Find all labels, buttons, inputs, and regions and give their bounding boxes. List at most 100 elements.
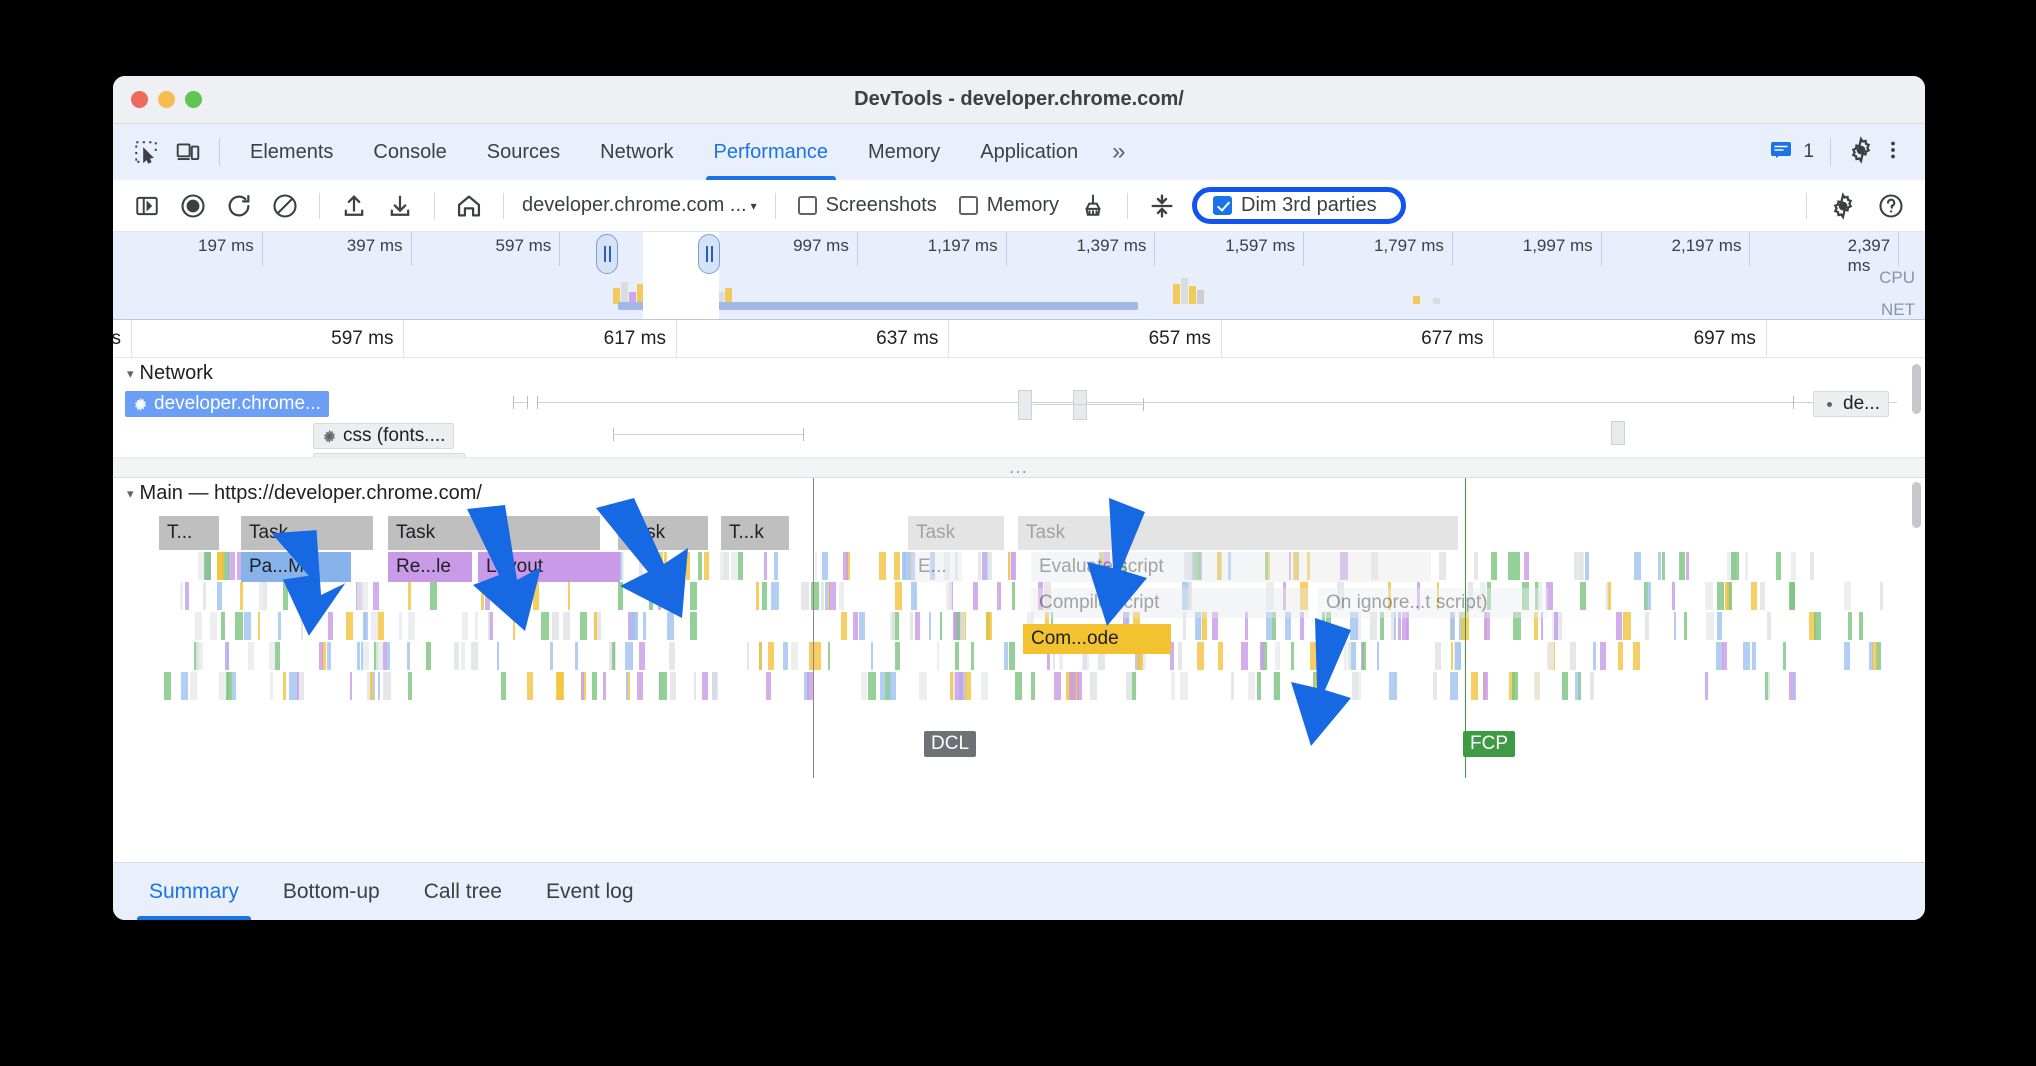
flame-task-bar[interactable]: T...k	[721, 516, 789, 550]
help-icon[interactable]	[1869, 188, 1913, 224]
flame-event-bar[interactable]: E...	[910, 552, 962, 582]
timeline-overview[interactable]: 197 ms397 ms597 ms797 ms997 ms1,197 ms1,…	[113, 232, 1925, 320]
flame-micro-bar	[488, 612, 491, 640]
ruler-gridline	[1493, 320, 1494, 357]
flame-task-bar[interactable]: T...	[159, 516, 219, 550]
flame-event-bar[interactable]: Compile script	[1031, 588, 1309, 618]
flame-task-bar[interactable]: Task	[388, 516, 600, 550]
flame-micro-bar	[1859, 612, 1863, 640]
flame-micro-bar	[879, 552, 886, 580]
tab-application[interactable]: Application	[960, 124, 1098, 180]
flame-micro-bar	[981, 672, 988, 700]
main-track[interactable]: ▾ Main — https://developer.chrome.com/ T…	[113, 478, 1925, 778]
flame-micro-bar	[1706, 612, 1714, 640]
chevron-down-icon[interactable]: ▾	[127, 486, 134, 502]
network-request-row[interactable]: css (fonts....	[313, 422, 454, 450]
timing-marker[interactable]: FCP	[1463, 731, 1515, 757]
overview-tick-label: 2,197 ms	[1672, 236, 1750, 256]
inspect-icon[interactable]	[125, 135, 167, 169]
flame-micro-bar	[1574, 552, 1580, 580]
network-track-title[interactable]: ▾ Network	[113, 358, 1925, 385]
record-button[interactable]	[171, 188, 215, 224]
home-icon[interactable]	[447, 188, 491, 224]
tab-performance[interactable]: Performance	[694, 124, 849, 180]
main-track-title[interactable]: ▾ Main — https://developer.chrome.com/	[113, 478, 1925, 505]
gear-icon[interactable]	[1847, 136, 1875, 169]
upload-profile-icon[interactable]	[332, 188, 376, 224]
network-request-chip[interactable]: developer.chrome...	[125, 391, 329, 417]
timing-marker[interactable]: DCL	[924, 731, 976, 757]
network-request-chip[interactable]: css (fonts....	[313, 423, 454, 449]
url-selector[interactable]: developer.chrome.com ... ▾	[516, 194, 763, 217]
window-controls[interactable]	[131, 91, 202, 108]
flame-event-bar[interactable]: Layout	[478, 552, 620, 582]
download-profile-icon[interactable]	[378, 188, 422, 224]
flame-micro-bar	[724, 552, 729, 580]
flame-micro-bar	[960, 612, 965, 640]
network-request-row[interactable]: developer.chrome...	[125, 390, 329, 418]
network-request-chip[interactable]: css2 (fonts....	[313, 453, 465, 458]
flame-event-bar[interactable]: Re...le	[388, 552, 472, 582]
flame-micro-bar	[371, 612, 378, 640]
flame-micro-bar	[1077, 672, 1082, 700]
chevron-down-icon[interactable]: ▾	[127, 366, 134, 382]
dim-3rd-parties-checkbox[interactable]: Dim 3rd parties	[1203, 194, 1387, 217]
flame-micro-bar	[1633, 642, 1641, 670]
network-scrollbar[interactable]	[1912, 364, 1921, 414]
flame-task-bar[interactable]: Task	[241, 516, 373, 550]
tab-bottom-up[interactable]: Bottom-up	[261, 863, 402, 920]
flame-chart[interactable]: T... Task Task Task T...k Task Task Pa...ML Re..…	[113, 516, 1925, 778]
main-scrollbar[interactable]	[1912, 482, 1921, 528]
flame-micro-bar	[868, 672, 876, 700]
maximize-window-button[interactable]	[185, 91, 202, 108]
flame-micro-bar	[756, 582, 759, 610]
flame-task-bar[interactable]: Task	[618, 516, 708, 550]
kebab-menu-icon[interactable]	[1881, 136, 1905, 169]
minimize-window-button[interactable]	[158, 91, 175, 108]
flame-micro-bar	[1814, 612, 1821, 640]
tab-network[interactable]: Network	[580, 124, 693, 180]
overview-window-left-handle[interactable]	[596, 234, 618, 274]
flame-micro-bar	[1218, 642, 1223, 670]
more-tabs-icon[interactable]: »	[1098, 138, 1139, 166]
memory-checkbox-box[interactable]	[959, 196, 978, 215]
message-icon[interactable]	[1769, 138, 1793, 167]
flame-event-bar[interactable]: Com...ode	[1023, 624, 1171, 654]
garbage-collect-icon[interactable]	[1071, 188, 1115, 224]
screenshots-checkbox-box[interactable]	[798, 196, 817, 215]
capture-settings-gear-icon[interactable]	[1821, 188, 1865, 224]
device-toolbar-icon[interactable]	[167, 135, 209, 169]
network-request-row[interactable]: de...	[1813, 390, 1889, 418]
memory-checkbox[interactable]: Memory	[949, 194, 1069, 217]
flame-micro-bar	[219, 672, 226, 700]
flame-micro-bar	[164, 672, 171, 700]
screenshots-checkbox[interactable]: Screenshots	[788, 194, 947, 217]
network-request-chip[interactable]: de...	[1813, 391, 1889, 417]
tab-summary[interactable]: Summary	[127, 863, 261, 920]
flame-task-bar[interactable]: Task	[908, 516, 1004, 550]
tab-console[interactable]: Console	[353, 124, 466, 180]
flame-event-bar[interactable]: Evaluate script	[1031, 552, 1431, 582]
overview-window-right-handle[interactable]	[698, 234, 720, 274]
flame-micro-bar	[814, 642, 821, 670]
flame-micro-bar	[659, 672, 667, 700]
flame-event-bar[interactable]: On ignore...t script)	[1318, 588, 1548, 618]
tab-event-log[interactable]: Event log	[524, 863, 656, 920]
overview-tick-label: 1,197 ms	[928, 236, 1006, 256]
tab-memory[interactable]: Memory	[848, 124, 960, 180]
dim-3rd-parties-checkbox-box[interactable]	[1213, 196, 1232, 215]
close-window-button[interactable]	[131, 91, 148, 108]
flame-micro-bar	[1132, 672, 1136, 700]
flame-micro-bar	[1618, 642, 1623, 670]
flame-event-bar[interactable]: Pa...ML	[241, 552, 351, 582]
pane-splitter[interactable]: …	[113, 458, 1925, 478]
network-request-row[interactable]: css2 (fonts....	[313, 452, 465, 458]
tab-elements[interactable]: Elements	[230, 124, 353, 180]
collapse-icon[interactable]	[1140, 188, 1184, 224]
reload-and-record-button[interactable]	[217, 188, 261, 224]
clear-button[interactable]	[263, 188, 307, 224]
tab-sources[interactable]: Sources	[467, 124, 580, 180]
tab-call-tree[interactable]: Call tree	[402, 863, 524, 920]
sidebar-toggle-icon[interactable]	[125, 188, 169, 224]
flame-task-bar[interactable]: Task	[1018, 516, 1458, 550]
